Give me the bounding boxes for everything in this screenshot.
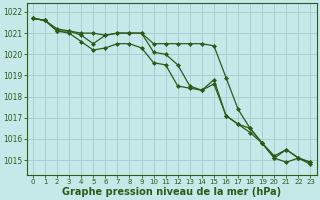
X-axis label: Graphe pression niveau de la mer (hPa): Graphe pression niveau de la mer (hPa) — [62, 187, 281, 197]
